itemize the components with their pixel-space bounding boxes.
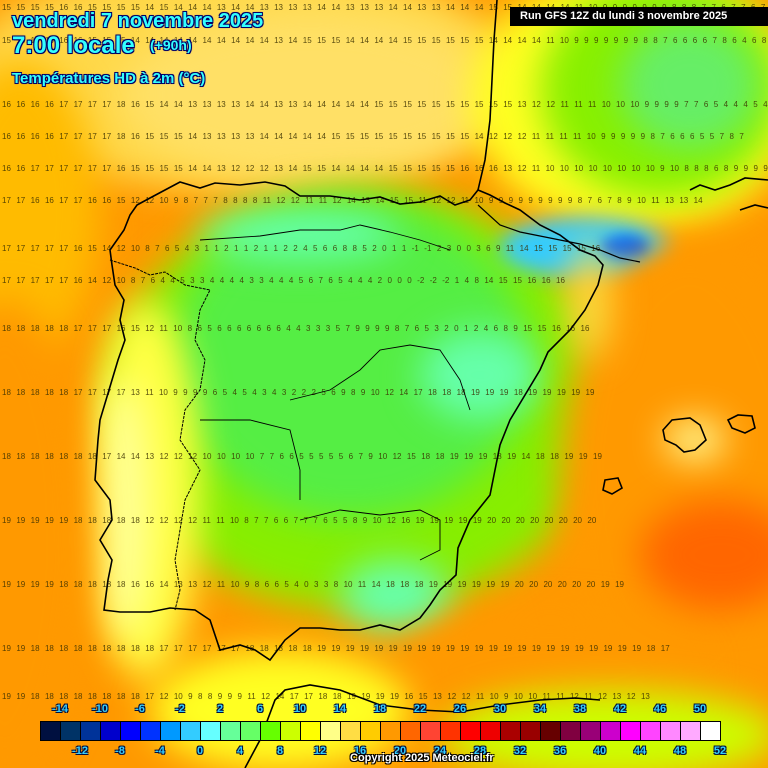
legend-tick-top: 10 <box>293 703 307 715</box>
legend-tick-top: 22 <box>413 703 427 715</box>
parameter-label: Températures HD à 2m (°C) <box>12 70 206 87</box>
legend-swatch <box>421 722 441 740</box>
legend-tick-top: 50 <box>693 703 707 715</box>
legend-tick-bottom: 4 <box>236 745 244 757</box>
legend-tick-top: 34 <box>533 703 547 715</box>
legend-swatch <box>361 722 381 740</box>
legend-swatch <box>541 722 561 740</box>
legend-swatch <box>461 722 481 740</box>
legend-tick-bottom: -12 <box>72 745 88 757</box>
legend-swatch <box>501 722 521 740</box>
legend-swatch <box>641 722 661 740</box>
legend-tick-top: 26 <box>453 703 467 715</box>
legend-swatch <box>481 722 501 740</box>
legend-swatch <box>301 722 321 740</box>
legend-swatch <box>341 722 361 740</box>
color-scale-legend <box>40 721 721 741</box>
legend-swatch <box>241 722 261 740</box>
legend-tick-bottom: 32 <box>513 745 527 757</box>
legend-swatch <box>221 722 241 740</box>
copyright-notice: Copyright 2025 Meteociel.fr <box>350 752 494 764</box>
legend-tick-bottom: 52 <box>713 745 727 757</box>
legend-swatch <box>661 722 681 740</box>
legend-tick-top: 6 <box>256 703 264 715</box>
legend-tick-bottom: 20 <box>393 745 407 757</box>
legend-tick-bottom: 36 <box>553 745 567 757</box>
legend-swatch <box>261 722 281 740</box>
legend-swatch <box>401 722 421 740</box>
legend-swatch <box>621 722 641 740</box>
legend-swatch <box>281 722 301 740</box>
legend-tick-top: 38 <box>573 703 587 715</box>
legend-tick-top: -6 <box>135 703 145 715</box>
legend-tick-bottom: 0 <box>196 745 204 757</box>
legend-swatch <box>141 722 161 740</box>
legend-swatch <box>201 722 221 740</box>
legend-swatch <box>381 722 401 740</box>
model-run-label: Run GFS 12Z du lundi 3 novembre 2025 <box>510 7 768 26</box>
legend-tick-bottom: -8 <box>115 745 125 757</box>
legend-tick-bottom: 24 <box>433 745 447 757</box>
legend-tick-bottom: -4 <box>155 745 165 757</box>
legend-swatch <box>41 722 61 740</box>
legend-swatch <box>161 722 181 740</box>
legend-tick-top: -14 <box>52 703 68 715</box>
legend-tick-top: 42 <box>613 703 627 715</box>
forecast-time: 7:00 locale <box>12 32 135 59</box>
legend-tick-bottom: 28 <box>473 745 487 757</box>
legend-swatch <box>701 722 720 740</box>
legend-tick-top: 18 <box>373 703 387 715</box>
legend-tick-top: 30 <box>493 703 507 715</box>
legend-tick-bottom: 16 <box>353 745 367 757</box>
legend-tick-bottom: 8 <box>276 745 284 757</box>
legend-swatch <box>321 722 341 740</box>
legend-tick-top: 46 <box>653 703 667 715</box>
legend-tick-bottom: 48 <box>673 745 687 757</box>
legend-swatch <box>521 722 541 740</box>
legend-swatch <box>561 722 581 740</box>
legend-tick-top: 2 <box>216 703 224 715</box>
legend-swatch <box>81 722 101 740</box>
forecast-date: vendredi 7 novembre 2025 <box>12 10 264 32</box>
legend-swatch <box>101 722 121 740</box>
legend-tick-top: 14 <box>333 703 347 715</box>
legend-swatch <box>681 722 701 740</box>
legend-swatch <box>61 722 81 740</box>
forecast-offset: (+90h) <box>150 37 192 53</box>
legend-tick-top: -10 <box>92 703 108 715</box>
legend-swatch <box>601 722 621 740</box>
legend-swatch <box>121 722 141 740</box>
legend-tick-top: -2 <box>175 703 185 715</box>
legend-swatch <box>581 722 601 740</box>
legend-swatch <box>181 722 201 740</box>
legend-tick-bottom: 12 <box>313 745 327 757</box>
legend-swatch <box>441 722 461 740</box>
legend-tick-bottom: 40 <box>593 745 607 757</box>
legend-tick-bottom: 44 <box>633 745 647 757</box>
